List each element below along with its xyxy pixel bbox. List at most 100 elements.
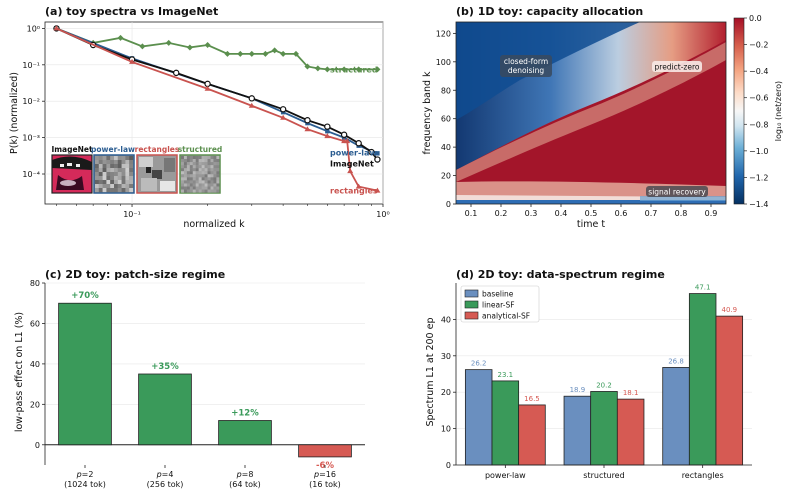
- x-tick-label: 0.1: [465, 209, 478, 218]
- inset-thumb-imagenet: [51, 154, 93, 194]
- bar-power-law-baseline: [464, 369, 493, 466]
- data-point-rectangles: [204, 85, 211, 91]
- data-point-structured: [280, 50, 287, 57]
- y-tick-label: 40: [30, 360, 40, 369]
- y-tick-label: 30: [441, 352, 451, 361]
- x-tick-sublabel: (1024 tok): [64, 480, 106, 489]
- x-tick-label: 0.7: [645, 209, 658, 218]
- data-point-structured: [204, 42, 211, 49]
- data-point-structured: [374, 66, 381, 73]
- bar-value-label: 20.2: [596, 381, 612, 389]
- annotation-signal-recovery: signal recovery: [646, 186, 708, 197]
- y-tick-label: 10⁰: [27, 24, 40, 33]
- y-tick-label: 0: [446, 461, 451, 470]
- panel-a-inset: ImageNet power-law rectangles structured: [51, 145, 222, 194]
- colorbar: [733, 17, 745, 205]
- data-point-structured: [341, 66, 348, 73]
- series-line-rectangles: [56, 27, 378, 192]
- panel-c-ticks: 0 20 40 60 80 p=2(1024 tok) p=4(256 tok) p=8(64…: [30, 279, 341, 489]
- end-label-structured: structured: [330, 65, 378, 74]
- bar-value-label: 26.2: [471, 360, 487, 368]
- y-tick-label: 0: [35, 441, 40, 450]
- data-point-ImageNet: [355, 140, 362, 147]
- panel-a: (a) toy spectra vs ImageNet 10⁻⁴ 10⁻³ 10⁻²…: [9, 5, 390, 230]
- bar-value-label: 47.1: [695, 284, 711, 292]
- legend-label-baseline: baseline: [482, 290, 514, 299]
- colorbar-label: log₁₀ (net/zero): [774, 81, 783, 141]
- bar-value-label: 18.9: [570, 386, 586, 394]
- colorbar-tick-label: 0.0: [749, 14, 762, 23]
- legend-label-linear-SF: linear-SF: [482, 301, 515, 310]
- panel-b-ticks: 0.1 0.2 0.3 0.4 0.5 0.6 0.7 0.8 0.9 0 20 40 60 80 100 1…: [436, 29, 718, 218]
- panel-d-ylabel: Spectrum L1 at 200 ep: [425, 317, 436, 426]
- data-point-rectangles: [374, 187, 381, 193]
- inset-label-imagenet: ImageNet: [51, 145, 92, 154]
- data-point-ImageNet: [324, 123, 331, 130]
- data-point-rectangles: [304, 126, 311, 132]
- y-tick-label: 10⁻⁴: [22, 170, 40, 179]
- end-label-rectangles: rectangles: [330, 187, 378, 196]
- x-tick-label: 0.4: [555, 209, 568, 218]
- annotation-closed-form-line1: closed-form: [504, 57, 548, 66]
- colorbar-tick-label: −1.2: [749, 173, 768, 182]
- panel-b-title: (b) 1D toy: capacity allocation: [456, 5, 643, 18]
- data-point-power-law: [375, 151, 380, 156]
- panel-a-xlabel: normalized k: [183, 219, 245, 230]
- panel-d-ticks: 0 10 20 30 40 power-law structured rectangles: [441, 315, 724, 480]
- annotation-closed-form-line2: denoising: [508, 66, 545, 75]
- bar-value-label: +70%: [71, 291, 99, 301]
- data-point-ImageNet: [279, 106, 287, 113]
- y-tick-label: 100: [436, 58, 451, 67]
- data-point-structured: [271, 47, 278, 54]
- colorbar-tick-label: −0.2: [749, 41, 768, 50]
- inset-thumb-structured: [179, 154, 221, 194]
- panel-c-bars: +70%+35%+12%-6%: [58, 291, 352, 471]
- data-point-rectangles: [344, 138, 351, 144]
- bar-p=8: [218, 420, 272, 446]
- bar-value-label: 40.9: [722, 306, 738, 314]
- x-tick-label: p=16: [313, 470, 336, 479]
- data-point-structured: [324, 66, 331, 73]
- data-point-structured: [224, 50, 231, 57]
- colorbar-tick-label: −1.0: [749, 147, 768, 156]
- colorbar-tick-label: −0.4: [749, 67, 768, 76]
- data-point-rectangles: [129, 58, 136, 64]
- x-tick-label: 0.2: [495, 209, 508, 218]
- data-point-ImageNet: [368, 148, 375, 156]
- panel-c-ylabel: low-pass effect on L1 (%): [14, 312, 25, 432]
- inset-thumb-rectangles: [136, 154, 178, 194]
- data-point-rectangles: [248, 102, 255, 108]
- panel-c-title: (c) 2D toy: patch-size regime: [45, 268, 225, 281]
- x-tick-label: 10⁻¹: [123, 210, 141, 219]
- bar-value-label: 16.5: [524, 395, 540, 403]
- data-point-structured: [248, 50, 255, 57]
- x-tick-label: 0.6: [615, 209, 628, 218]
- x-tick-sublabel: (16 tok): [309, 480, 341, 489]
- data-point-structured: [304, 63, 311, 70]
- x-tick-label: p=8: [236, 470, 254, 479]
- colorbar-tick-label: −0.6: [749, 94, 768, 103]
- x-tick-sublabel: (256 tok): [147, 480, 184, 489]
- x-tick-label: 10⁰: [376, 210, 389, 219]
- y-tick-label: 10⁻³: [22, 134, 40, 143]
- x-tick-label: power-law: [485, 471, 526, 480]
- panel-b-ylabel: frequency band k: [422, 71, 433, 155]
- bar-rectangles-linear-SF: [688, 293, 717, 466]
- data-point-structured: [237, 50, 244, 57]
- colorbar-tick-label: −0.8: [749, 120, 768, 129]
- data-point-ImageNet: [173, 69, 180, 77]
- y-tick-label: 10: [441, 425, 451, 434]
- y-tick-label: 60: [30, 319, 40, 328]
- y-tick-label: 20: [30, 400, 40, 409]
- panel-a-ylabel: P(k) (normalized): [9, 72, 20, 154]
- legend-label-analytical-SF: analytical-SF: [482, 312, 530, 321]
- colorbar-ticks: 0.0 −0.2 −0.4 −0.6 −0.8 −1.0 −1.2 −1.4: [744, 14, 768, 209]
- x-tick-label: 0.8: [675, 209, 688, 218]
- y-tick-label: 80: [30, 279, 40, 288]
- data-point-structured: [292, 50, 299, 57]
- inset-label-rectangles: rectangles: [135, 145, 180, 154]
- annotation-signal-recovery-text: signal recovery: [648, 188, 706, 197]
- panel-b-xlabel: time t: [577, 219, 605, 230]
- legend-swatch-linear-SF: [464, 300, 479, 309]
- data-point-structured: [314, 65, 321, 72]
